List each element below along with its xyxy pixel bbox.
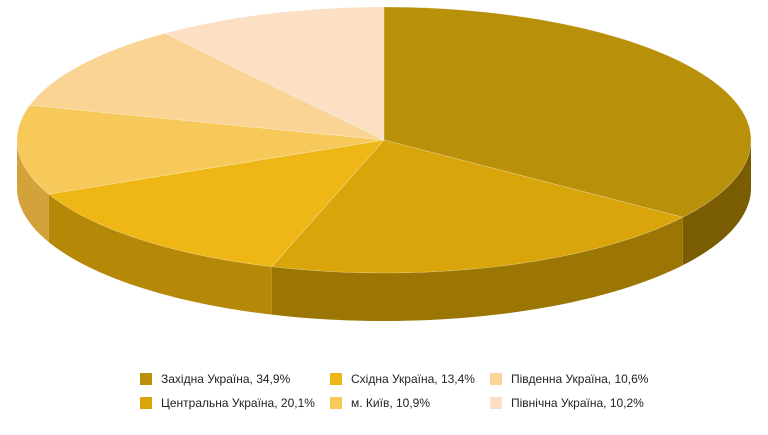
- pie-side-2: [48, 194, 272, 315]
- legend-label: Північна Україна, 10,2%: [511, 396, 644, 410]
- legend-label: Центральна Україна, 20,1%: [161, 396, 315, 410]
- legend-swatch: [140, 373, 152, 385]
- pie-slice-5: [163, 6, 385, 141]
- chart-legend: Західна Україна, 34,9% Східна Україна, 13…: [140, 372, 670, 410]
- legend-item: Східна Україна, 13,4%: [330, 372, 490, 386]
- legend-item: Західна Україна, 34,9%: [140, 372, 330, 386]
- legend-swatch: [140, 397, 152, 409]
- pie-side-3: [17, 140, 49, 243]
- pie-slice-3: [16, 104, 385, 195]
- pie-slice-2: [48, 139, 385, 267]
- pie-slice-0: [383, 6, 752, 218]
- legend-swatch: [330, 397, 342, 409]
- legend-swatch: [490, 373, 502, 385]
- legend-item: Південна Україна, 10,6%: [490, 372, 670, 386]
- legend-swatch: [330, 373, 342, 385]
- pie-slice-4: [29, 33, 385, 141]
- legend-item: Північна Україна, 10,2%: [490, 396, 670, 410]
- legend-label: Східна Україна, 13,4%: [351, 372, 475, 386]
- legend-label: Західна Україна, 34,9%: [161, 372, 291, 386]
- legend-label: Південна Україна, 10,6%: [511, 372, 649, 386]
- pie-side-0: [682, 140, 751, 266]
- pie-slice-1: [271, 139, 684, 274]
- pie-side-1: [271, 217, 683, 321]
- legend-label: м. Київ, 10,9%: [351, 396, 431, 410]
- legend-item: Центральна Україна, 20,1%: [140, 396, 330, 410]
- pie-chart-plot: [16, 6, 752, 321]
- legend-swatch: [490, 397, 502, 409]
- legend-item: м. Київ, 10,9%: [330, 396, 490, 410]
